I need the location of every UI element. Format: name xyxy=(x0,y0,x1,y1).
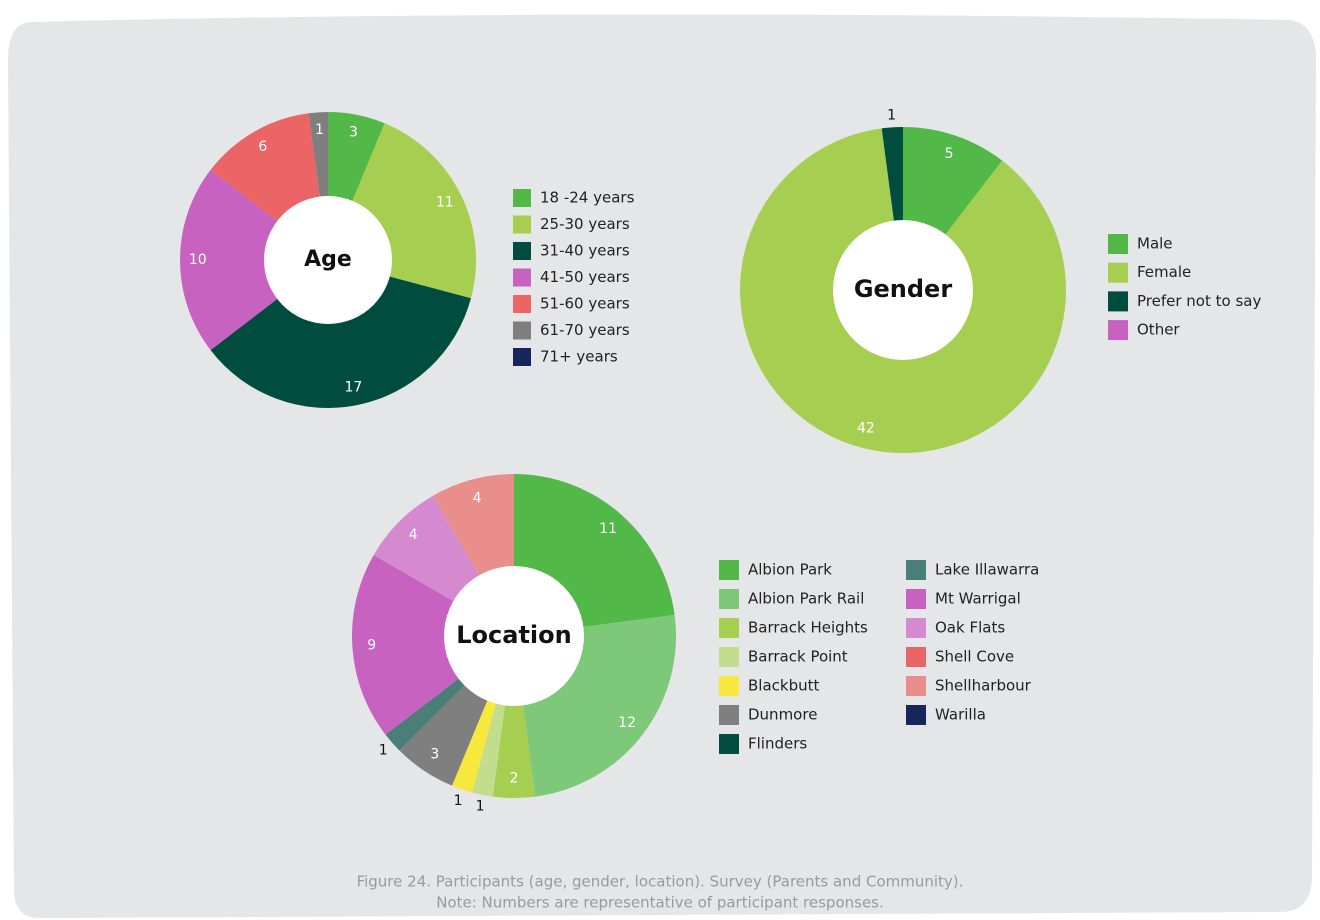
value-label: 2 xyxy=(510,771,519,787)
legend-swatch xyxy=(719,734,739,754)
value-label: 1 xyxy=(315,122,324,138)
legend-label: 25-30 years xyxy=(540,215,630,233)
value-label: 17 xyxy=(344,380,362,396)
legend-label: Albion Park Rail xyxy=(748,590,864,608)
value-label: 11 xyxy=(436,194,454,210)
legend-swatch xyxy=(513,242,531,260)
donut-hole xyxy=(264,196,392,324)
legend-swatch xyxy=(719,705,739,725)
legend-swatch xyxy=(719,560,739,580)
center-label: Gender xyxy=(854,275,953,303)
value-label: 6 xyxy=(258,139,267,155)
value-label: 9 xyxy=(367,637,376,653)
legend-swatch xyxy=(1108,262,1128,283)
legend-label: Dunmore xyxy=(748,706,817,724)
legend-label: Lake Illawarra xyxy=(935,561,1039,579)
legend-swatch xyxy=(513,321,531,340)
legend-swatch xyxy=(906,618,926,638)
caption: Note: Numbers are representative of part… xyxy=(436,894,884,912)
value-label: 11 xyxy=(599,521,617,537)
legend-label: Shellharbour xyxy=(935,677,1032,695)
donut-hole xyxy=(444,566,584,706)
legend-label: Other xyxy=(1137,321,1180,339)
legend-label: Prefer not to say xyxy=(1137,292,1261,310)
center-label: Age xyxy=(304,247,352,272)
legend-swatch xyxy=(513,268,531,287)
legend-label: Warilla xyxy=(935,706,986,724)
legend-swatch xyxy=(906,705,926,725)
legend-label: Barrack Heights xyxy=(748,619,868,637)
slice xyxy=(180,169,328,351)
legend-swatch xyxy=(513,348,531,366)
legend-swatch xyxy=(513,189,531,207)
legend-label: Flinders xyxy=(748,735,807,753)
legend-label: 31-40 years xyxy=(540,242,630,260)
legend-swatch xyxy=(719,589,739,609)
legend-swatch xyxy=(513,215,531,234)
legend-label: 18 -24 years xyxy=(540,189,635,207)
legend-swatch xyxy=(1108,320,1128,341)
legend-swatch xyxy=(906,589,926,609)
value-label: 42 xyxy=(857,421,875,437)
legend-label: Mt Warrigal xyxy=(935,590,1021,608)
legend-swatch xyxy=(719,647,739,667)
value-label: 5 xyxy=(945,146,954,162)
legend-label: Oak Flats xyxy=(935,619,1005,637)
legend-swatch xyxy=(1108,234,1128,254)
legend-label: 61-70 years xyxy=(540,321,630,339)
value-label: 3 xyxy=(349,124,358,140)
legend-swatch xyxy=(719,618,739,638)
value-label: 1 xyxy=(454,793,463,809)
legend-label: Barrack Point xyxy=(748,648,848,666)
legend-label: 41-50 years xyxy=(540,268,630,286)
donut-hole xyxy=(833,220,973,360)
legend-label: 51-60 years xyxy=(540,295,630,313)
center-label: Location xyxy=(456,621,571,649)
legend-label: Male xyxy=(1137,235,1173,253)
value-label: 12 xyxy=(618,715,636,731)
legend-swatch xyxy=(513,295,531,313)
legend-label: Blackbutt xyxy=(748,677,819,695)
value-label: 1 xyxy=(379,743,388,759)
slice xyxy=(352,555,514,735)
legend-label: 71+ years xyxy=(540,348,618,366)
value-label: 3 xyxy=(430,747,439,763)
value-label: 1 xyxy=(476,799,485,815)
legend-label: Albion Park xyxy=(748,561,832,579)
legend-label: Shell Cove xyxy=(935,648,1014,666)
legend-swatch xyxy=(1108,291,1128,312)
legend-swatch xyxy=(906,560,926,580)
slice xyxy=(492,636,536,799)
legend-swatch xyxy=(906,676,926,696)
legend-swatch xyxy=(906,647,926,667)
value-label: 10 xyxy=(189,252,207,268)
slice xyxy=(210,260,471,409)
value-label: 4 xyxy=(473,490,482,506)
legend-label: Female xyxy=(1137,263,1191,281)
value-label: 4 xyxy=(409,527,418,543)
value-label: 1 xyxy=(887,107,896,123)
caption: Figure 24. Participants (age, gender, lo… xyxy=(357,873,964,891)
legend-swatch xyxy=(719,676,739,696)
panel xyxy=(8,14,1316,918)
